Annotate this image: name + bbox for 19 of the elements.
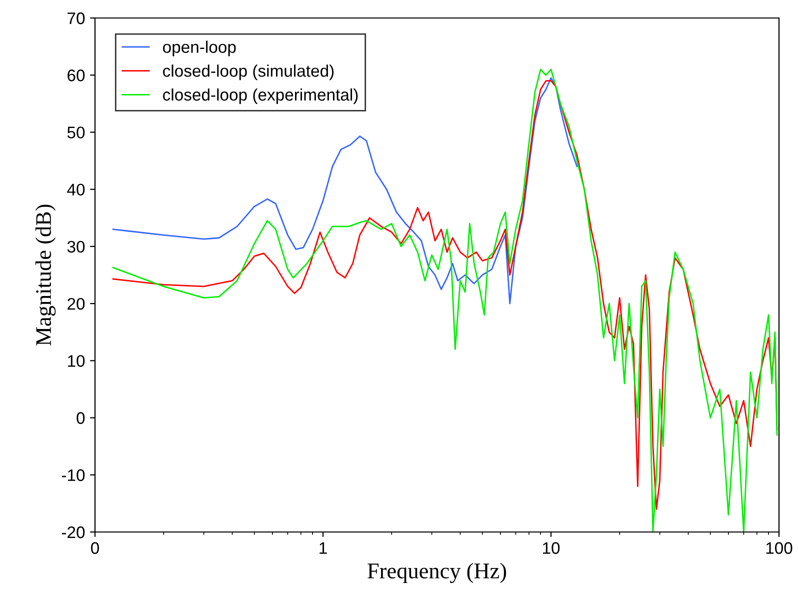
y-tick-label: 20 bbox=[68, 298, 85, 310]
y-tick-label: -20 bbox=[62, 526, 85, 538]
legend-label: closed-loop (experimental) bbox=[163, 88, 358, 104]
x-tick-label: 1 bbox=[320, 542, 327, 554]
y-tick-label: 10 bbox=[68, 355, 85, 367]
y-tick-label: -10 bbox=[62, 469, 85, 482]
x-tick-label: 10 bbox=[543, 542, 560, 554]
x-axis-title: Frequency (Hz) bbox=[368, 562, 506, 584]
y-tick-label: 0 bbox=[76, 412, 85, 424]
y-tick-label: 40 bbox=[67, 184, 85, 196]
x-tick-label: 100 bbox=[766, 542, 792, 554]
y-axis-title: Magnitude (dB) bbox=[35, 204, 56, 346]
y-tick-label: 30 bbox=[67, 240, 85, 253]
y-tick-label: 60 bbox=[68, 70, 85, 82]
legend-label: open-loop bbox=[163, 40, 236, 56]
x-tick-label: 0 bbox=[91, 542, 99, 554]
y-tick-label: 50 bbox=[67, 126, 85, 138]
y-tick-label: 70 bbox=[68, 12, 85, 24]
legend-label: closed-loop (simulated) bbox=[163, 64, 334, 80]
